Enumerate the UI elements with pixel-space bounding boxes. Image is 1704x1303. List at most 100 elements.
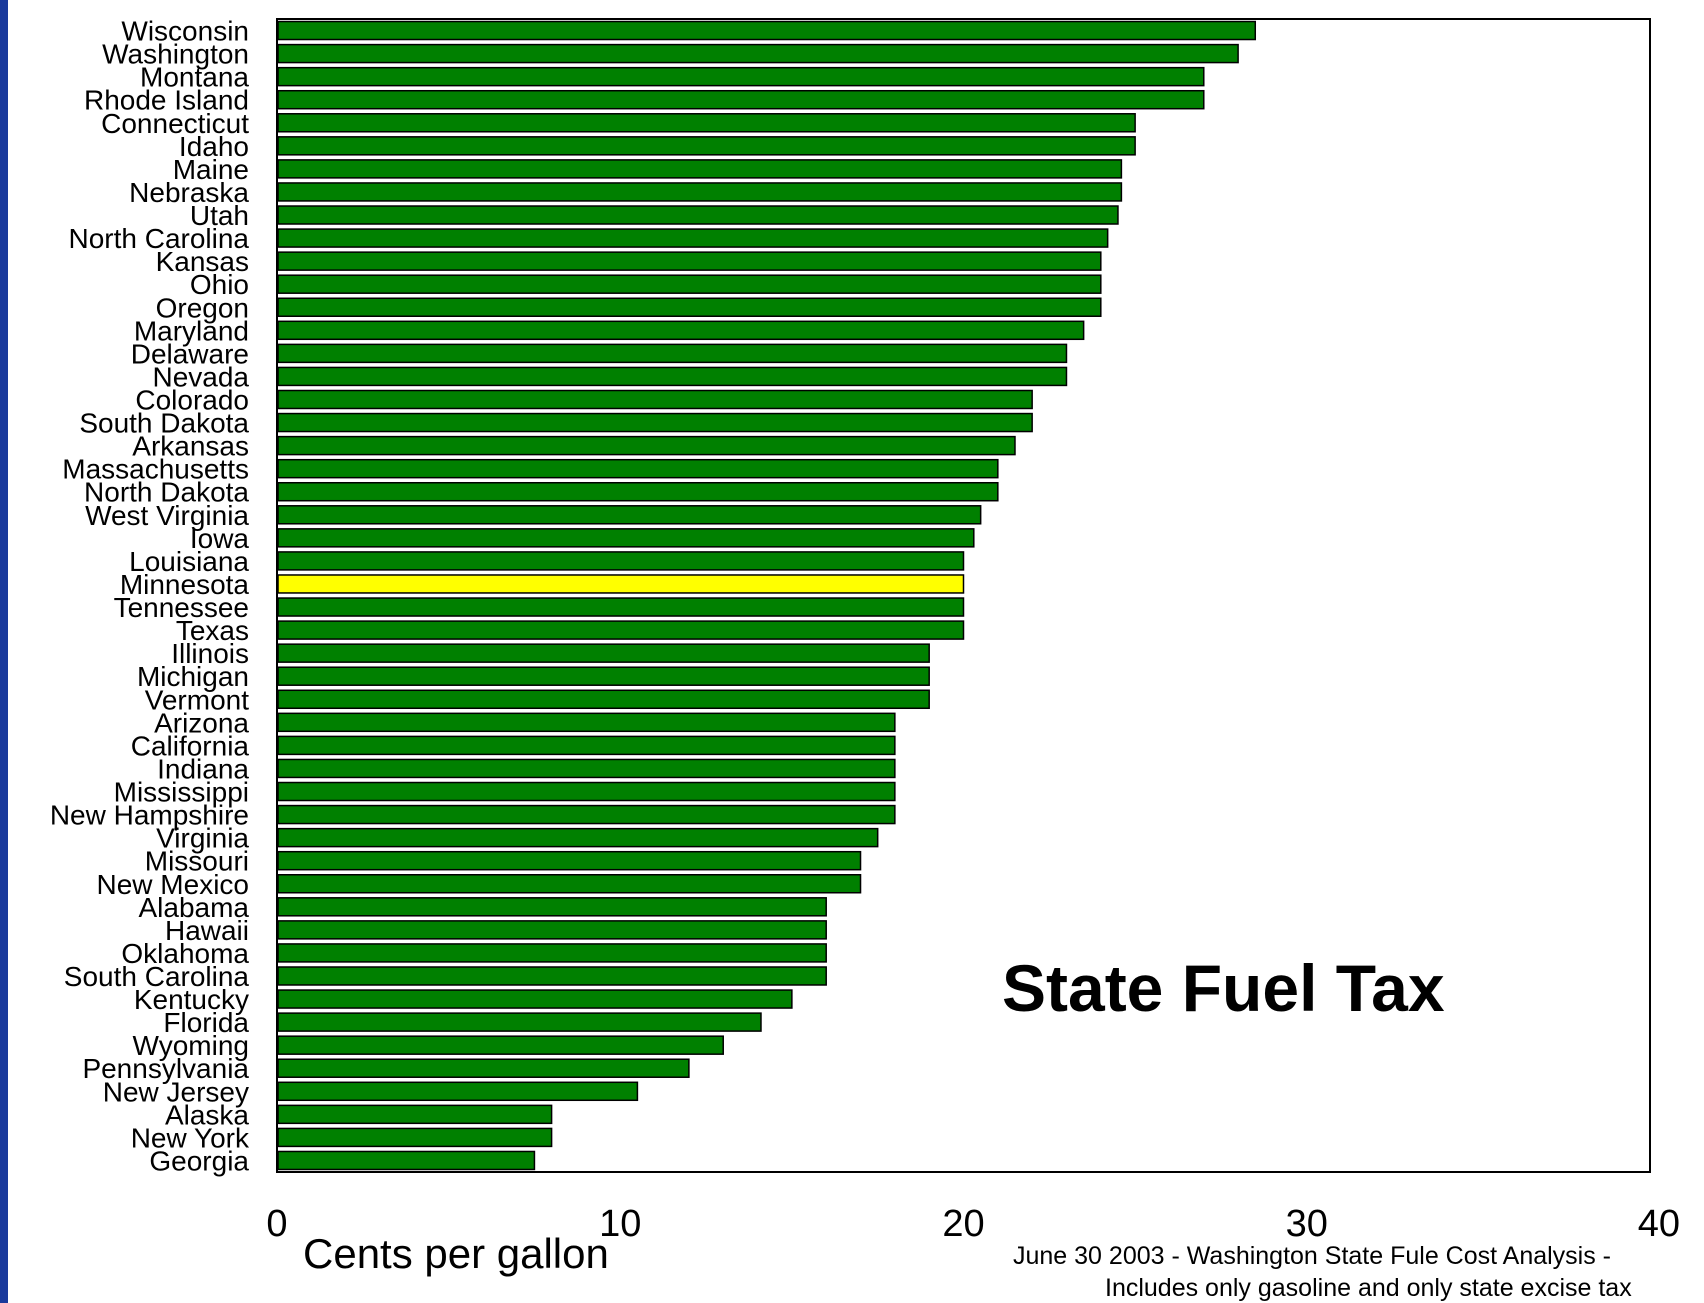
bar-michigan [277,666,930,686]
bars-group [277,20,1257,1171]
category-label-south-dakota: South Dakota [79,408,249,439]
category-label-georgia: Georgia [149,1145,249,1176]
bar-vermont [277,689,930,710]
bar-north-dakota [277,481,999,502]
bar-arizona [277,712,896,733]
bar-iowa [277,528,975,548]
bar-minnesota [277,574,965,594]
category-label-tennessee: Tennessee [114,592,249,623]
category-label-nevada: Nevada [152,361,249,392]
bar-wisconsin [277,20,1257,41]
bar-tennessee [277,597,965,617]
category-label-south-carolina: South Carolina [64,961,250,992]
bar-louisiana [277,551,965,571]
category-label-new-jersey: New Jersey [103,1076,249,1107]
bar-nevada [277,366,1068,387]
bar-new-york [277,1127,553,1148]
bar-california [277,735,896,756]
category-label-washington: Washington [102,39,249,70]
bar-arkansas [277,435,1016,456]
category-label-hawaii: Hawaii [165,915,249,946]
bar-south-dakota [277,412,1033,433]
category-label-california: California [131,730,250,761]
category-label-florida: Florida [163,1007,249,1038]
bar-north-carolina [277,228,1109,248]
footnote-line-2: Includes only gasoline and only state ex… [1105,1274,1632,1302]
bar-oklahoma [277,943,827,963]
bar-wyoming [277,1035,724,1055]
category-label-minnesota: Minnesota [120,569,250,600]
bar-montana [277,66,1205,87]
category-label-arkansas: Arkansas [132,431,249,462]
category-label-new-mexico: New Mexico [97,869,249,900]
bar-kentucky [277,989,793,1009]
bar-new-jersey [277,1081,639,1102]
bar-pennsylvania [277,1058,690,1078]
bar-alabama [277,897,827,917]
bar-delaware [277,343,1068,364]
chart-slide: Wisconsin Washington Montana Rhode Island Co… [8,0,1704,1303]
bar-florida [277,1012,762,1032]
bar-washington [277,43,1239,64]
bar-idaho [277,136,1136,156]
category-label-indiana: Indiana [157,753,249,784]
category-label-oregon: Oregon [156,292,249,323]
category-label-massachusetts: Massachusetts [62,454,249,485]
bar-west-virginia [277,505,982,525]
category-label-colorado: Colorado [135,384,249,415]
footnote-line-1: June 30 2003 - Washington State Fule Cos… [1013,1242,1612,1270]
category-label-new-hampshire: New Hampshire [50,800,249,831]
bar-illinois [277,643,930,663]
bar-oregon [277,297,1102,317]
bar-rhode-island [277,89,1205,110]
category-label-rhode-island: Rhode Island [84,85,249,116]
category-label-oklahoma: Oklahoma [121,938,249,969]
bar-massachusetts [277,458,999,479]
category-label-kansas: Kansas [156,246,249,277]
category-label-missouri: Missouri [145,846,249,877]
bar-south-carolina [277,966,827,986]
bar-missouri [277,850,862,871]
bar-maine [277,159,1123,179]
bar-connecticut [277,113,1136,133]
category-label-maryland: Maryland [134,315,249,346]
category-label-alabama: Alabama [138,892,249,923]
category-label-mississippi: Mississippi [114,777,249,808]
bar-new-hampshire [277,804,896,825]
category-label-utah: Utah [190,200,249,231]
x-tick-labels-group: 0 10 20 30 40 [266,1203,1680,1245]
chart-title: State Fuel Tax [1002,951,1445,1025]
category-label-new-york: New York [131,1122,250,1153]
category-label-idaho: Idaho [179,131,249,162]
bar-utah [277,205,1119,225]
category-label-iowa: Iowa [190,523,250,554]
category-label-delaware: Delaware [131,338,249,369]
bar-texas [277,620,965,640]
category-label-vermont: Vermont [145,684,249,715]
category-label-kentucky: Kentucky [134,984,249,1015]
category-label-alaska: Alaska [165,1099,249,1130]
bar-new-mexico [277,874,862,894]
category-label-north-dakota: North Dakota [84,477,249,508]
category-label-west-virginia: West Virginia [85,500,249,531]
x-tick-label-20: 20 [942,1203,984,1245]
bar-alaska [277,1104,553,1125]
bar-virginia [277,827,879,848]
bar-mississippi [277,781,896,802]
bar-hawaii [277,920,827,940]
bar-maryland [277,320,1085,341]
bar-ohio [277,274,1102,294]
bar-colorado [277,389,1033,410]
category-label-louisiana: Louisiana [129,546,249,577]
x-tick-label-40: 40 [1638,1203,1680,1245]
x-tick-label-0: 0 [266,1203,287,1245]
bar-nebraska [277,182,1123,202]
category-label-north-carolina: North Carolina [68,223,249,254]
category-label-wisconsin: Wisconsin [121,16,249,47]
bar-kansas [277,251,1102,271]
x-tick-label-30: 30 [1286,1203,1328,1245]
category-label-maine: Maine [173,154,249,185]
category-label-connecticut: Connecticut [101,108,249,139]
category-label-texas: Texas [176,615,249,646]
